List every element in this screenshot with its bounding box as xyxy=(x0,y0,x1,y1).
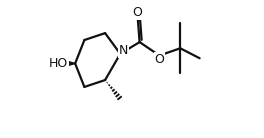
Text: O: O xyxy=(133,6,143,19)
Text: N: N xyxy=(119,44,128,57)
Polygon shape xyxy=(67,61,75,66)
Text: O: O xyxy=(154,53,164,66)
Text: HO: HO xyxy=(49,57,68,70)
